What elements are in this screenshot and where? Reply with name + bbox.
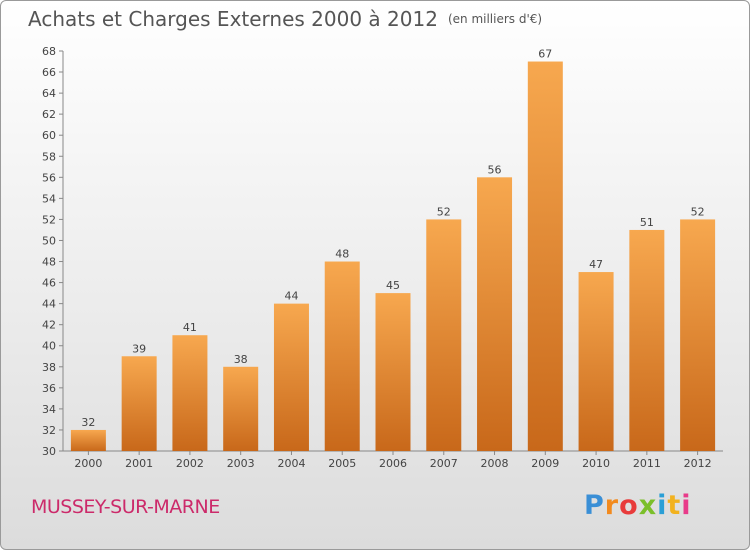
data-label-2005: 48 — [335, 248, 349, 261]
y-tick-label: 30 — [42, 445, 56, 458]
proxiti-logo: Proxiti — [584, 490, 692, 521]
bar-2007 — [426, 219, 462, 451]
data-label-2007: 52 — [437, 205, 451, 218]
logo-letter: i — [681, 490, 692, 521]
bar-2012 — [680, 219, 716, 451]
chart-title: Achats et Charges Externes 2000 à 2012 (e… — [28, 7, 542, 31]
y-tick-label: 46 — [42, 277, 56, 290]
x-tick-label-2009: 2009 — [531, 457, 559, 470]
town-name: MUSSEY-SUR-MARNE — [31, 496, 220, 518]
y-tick-label: 42 — [42, 319, 56, 332]
bar-2001 — [121, 356, 157, 451]
logo-letter: t — [667, 490, 682, 521]
x-tick-label-2000: 2000 — [74, 457, 102, 470]
bar-2003 — [223, 366, 259, 451]
y-tick-label: 32 — [42, 424, 56, 437]
y-tick-label: 54 — [42, 192, 56, 205]
chart-title-text: Achats et Charges Externes 2000 à 2012 — [28, 7, 438, 31]
x-tick-label-2006: 2006 — [379, 457, 407, 470]
x-tick-label-2004: 2004 — [277, 457, 305, 470]
y-tick-label: 52 — [42, 213, 56, 226]
y-tick-label: 36 — [42, 382, 56, 395]
x-tick-label-2002: 2002 — [176, 457, 204, 470]
data-label-2001: 39 — [132, 342, 146, 355]
logo-letter: x — [638, 490, 658, 521]
bar-2006 — [375, 293, 411, 451]
y-tick-label: 56 — [42, 171, 56, 184]
data-label-2003: 38 — [234, 353, 248, 366]
logo-letter: r — [604, 490, 620, 521]
bar-2005 — [324, 261, 360, 451]
bar-2009 — [527, 61, 563, 452]
x-tick-label-2005: 2005 — [328, 457, 356, 470]
x-tick-label-2011: 2011 — [633, 457, 661, 470]
x-tick-label-2012: 2012 — [684, 457, 712, 470]
y-tick-label: 48 — [42, 256, 56, 269]
data-label-2002: 41 — [183, 321, 197, 334]
x-tick-label-2003: 2003 — [227, 457, 255, 470]
y-tick-label: 44 — [42, 298, 56, 311]
x-tick-label-2007: 2007 — [430, 457, 458, 470]
data-label-2009: 67 — [538, 48, 552, 61]
y-tick-label: 40 — [42, 340, 56, 353]
bar-2010 — [578, 272, 614, 451]
x-tick-label-2001: 2001 — [125, 457, 153, 470]
data-label-2011: 51 — [640, 216, 654, 229]
bar-2011 — [629, 229, 665, 451]
logo-letter: P — [584, 490, 605, 521]
logo-letter: i — [657, 490, 668, 521]
data-label-2006: 45 — [386, 279, 400, 292]
data-label-2010: 47 — [589, 258, 603, 271]
y-tick-label: 58 — [42, 150, 56, 163]
data-label-2012: 52 — [691, 205, 705, 218]
bar-2008 — [477, 177, 513, 451]
y-tick-label: 38 — [42, 361, 56, 374]
chart-unit: (en milliers d'€) — [447, 12, 543, 26]
logo-letter: o — [619, 490, 639, 521]
y-tick-label: 66 — [42, 66, 56, 79]
y-tick-label: 64 — [42, 87, 56, 100]
x-tick-label-2010: 2010 — [582, 457, 610, 470]
bar-2004 — [273, 303, 309, 451]
data-label-2000: 32 — [81, 416, 95, 429]
bar-2000 — [70, 429, 106, 451]
y-tick-label: 62 — [42, 108, 56, 121]
y-tick-label: 50 — [42, 234, 56, 247]
data-label-2008: 56 — [488, 163, 502, 176]
data-label-2004: 44 — [284, 290, 298, 303]
y-tick-label: 34 — [42, 403, 56, 416]
y-tick-label: 68 — [42, 45, 56, 58]
y-tick-label: 60 — [42, 129, 56, 142]
x-tick-label-2008: 2008 — [481, 457, 509, 470]
bar-2002 — [172, 335, 208, 451]
